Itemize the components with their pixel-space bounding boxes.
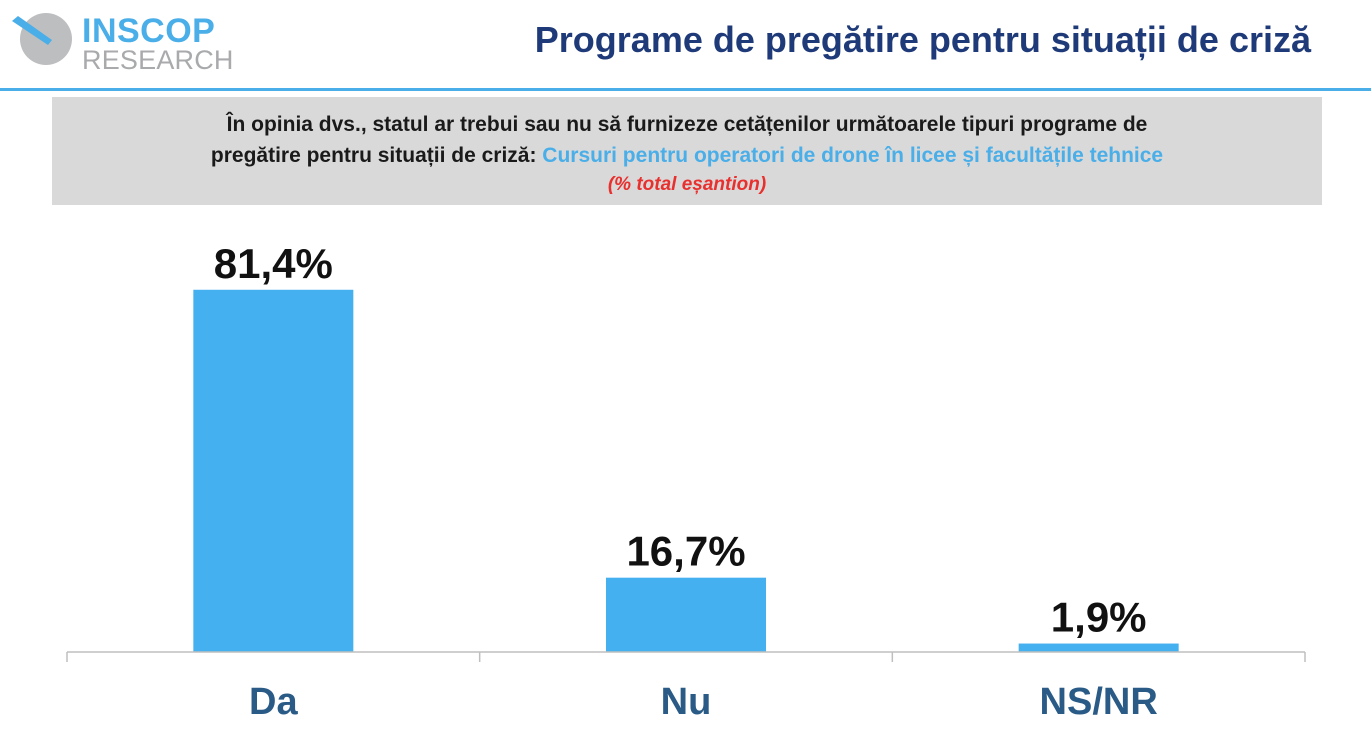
logo-brand: INSCOP <box>82 12 216 50</box>
inscop-logo: INSCOP RESEARCH <box>12 8 242 75</box>
question-box: În opinia dvs., statul ar trebui sau nu … <box>52 97 1322 205</box>
logo-sub: RESEARCH <box>82 45 234 75</box>
category-label: Nu <box>661 681 712 723</box>
bar-nu <box>606 577 766 652</box>
value-label: 81,4% <box>214 240 333 287</box>
bar-ns-nr <box>1018 643 1179 652</box>
question-prefix: pregătire pentru situații de criză: <box>210 144 543 167</box>
value-label: 16,7% <box>626 528 745 575</box>
bar-da <box>193 289 354 652</box>
category-label: NS/NR <box>1040 681 1158 723</box>
page-title: Programe de pregătire pentru situații de… <box>534 19 1311 60</box>
question-topic: Cursuri pentru operatori de drone în lic… <box>542 144 1164 167</box>
question-note: (% total eșantion) <box>607 174 767 195</box>
logo-mark-icon <box>12 13 72 65</box>
plot-area: 81,4% Da 16,7% Nu 1,9% NS/NR <box>66 240 1306 723</box>
category-label: Da <box>249 681 298 723</box>
title-divider <box>0 88 1371 91</box>
question-line-2: pregătire pentru situații de criză: Curs… <box>82 140 1292 171</box>
question-line-1: În opinia dvs., statul ar trebui sau nu … <box>226 113 1148 136</box>
value-label: 1,9% <box>1051 594 1147 641</box>
